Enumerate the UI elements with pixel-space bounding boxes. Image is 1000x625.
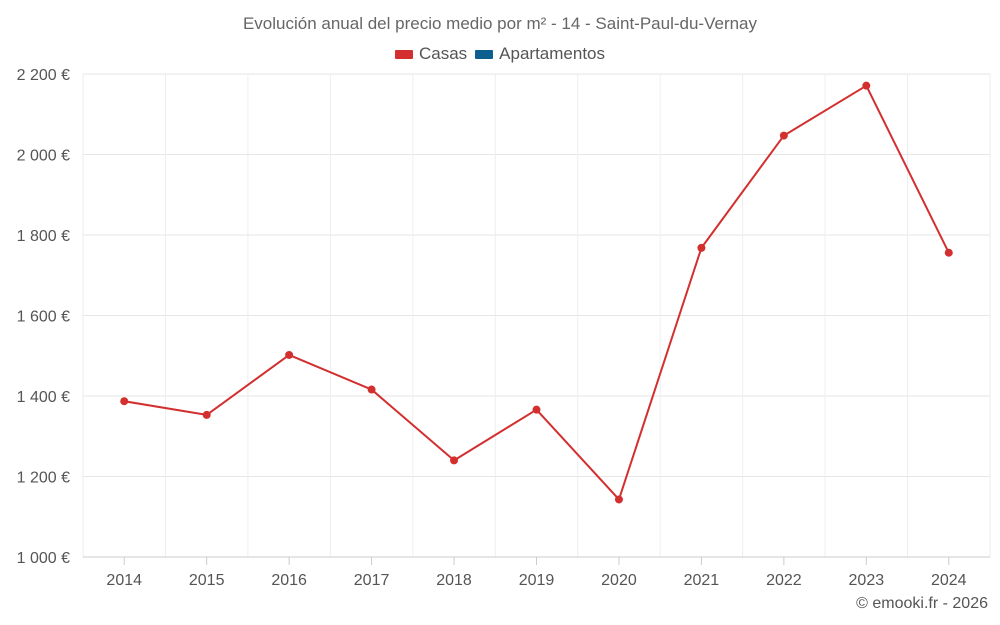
data-point-casas[interactable]: [779, 131, 788, 140]
data-point-casas[interactable]: [862, 81, 871, 90]
data-point-casas[interactable]: [120, 397, 129, 406]
x-tick-label: 2020: [601, 572, 637, 589]
x-tick-label: 2022: [766, 572, 802, 589]
data-point-casas[interactable]: [450, 456, 459, 465]
series-layer: [120, 81, 953, 504]
y-tick-label: 1 600 €: [17, 309, 70, 326]
y-tick-label: 1 800 €: [17, 228, 70, 245]
y-tick-label: 1 200 €: [17, 470, 70, 487]
x-tick-label: 2017: [354, 572, 390, 589]
y-tick-label: 1 000 €: [17, 550, 70, 567]
data-point-casas[interactable]: [697, 243, 706, 252]
data-point-casas[interactable]: [614, 495, 623, 504]
x-tick-label: 2024: [931, 572, 967, 589]
legend-item-casas[interactable]: Casas: [394, 44, 468, 64]
data-point-casas[interactable]: [532, 405, 541, 414]
x-tick-label: 2016: [271, 572, 307, 589]
y-tick-label: 2 000 €: [17, 148, 70, 165]
x-tick-label: 2019: [519, 572, 555, 589]
x-tick-label: 2018: [436, 572, 472, 589]
legend-item-apartamentos[interactable]: Apartamentos: [475, 44, 605, 64]
legend: Casas Apartamentos: [0, 44, 1000, 64]
legend-label-casas: Casas: [418, 44, 468, 63]
x-tick-label: 2015: [189, 572, 225, 589]
data-point-casas[interactable]: [285, 350, 294, 359]
x-tick-label: 2023: [849, 572, 885, 589]
x-tick-label: 2014: [106, 572, 142, 589]
legend-swatch-apartamentos: [475, 49, 494, 59]
y-tick-label: 1 400 €: [17, 389, 70, 406]
data-point-casas[interactable]: [202, 410, 211, 419]
grid: [82, 73, 991, 558]
y-tick-label: 2 200 €: [17, 67, 70, 84]
chart-title: Evolución anual del precio medio por m² …: [242, 14, 758, 33]
data-point-casas[interactable]: [944, 248, 953, 257]
data-point-casas[interactable]: [367, 385, 376, 394]
legend-label-apartamentos: Apartamentos: [499, 44, 606, 63]
footer-credit: © emooki.fr - 2026: [856, 595, 988, 612]
axes: 1 000 € 1 200 € 1 400 € 1 600 € 1 800 € 2 000…: [17, 67, 990, 589]
x-tick-label: 2021: [684, 572, 720, 589]
legend-swatch-casas: [394, 49, 413, 59]
